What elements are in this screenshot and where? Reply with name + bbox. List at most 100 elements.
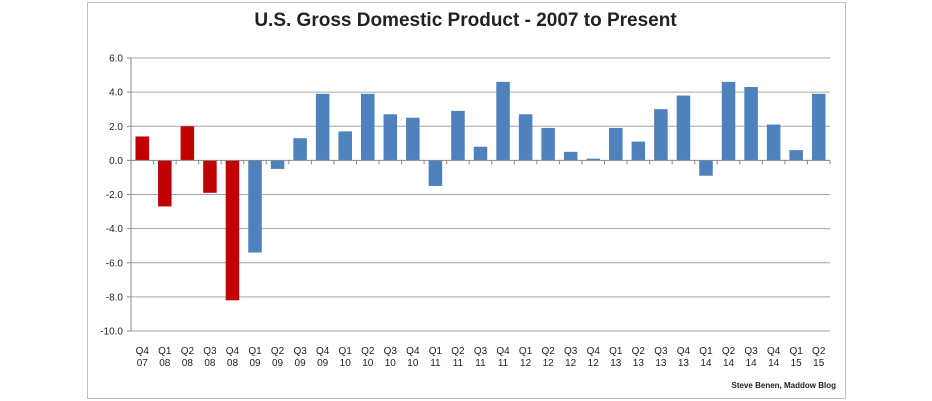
bar (609, 127, 623, 161)
bar (699, 160, 713, 176)
bar (383, 114, 398, 161)
x-tick-label: Q3 (654, 346, 668, 357)
x-tick-label: 09 (317, 358, 329, 369)
x-tick-label: 14 (700, 358, 712, 369)
x-tick-label: Q4 (767, 346, 781, 357)
x-tick-label: Q2 (271, 346, 285, 357)
y-tick-label: -6.0 (106, 258, 124, 269)
x-tick-label: Q1 (248, 346, 262, 357)
bar (766, 124, 781, 161)
bar (451, 110, 465, 161)
bar (563, 151, 578, 161)
x-tick-label: 15 (791, 358, 803, 369)
x-tick-label: 07 (137, 358, 149, 369)
bar (248, 160, 262, 253)
bar (811, 93, 826, 161)
bar (135, 136, 150, 161)
chart-credit: Steve Benen, Maddow Blog (731, 381, 836, 390)
x-tick-label: 09 (295, 358, 307, 369)
x-tick-label: 11 (475, 358, 486, 369)
x-tick-label: Q1 (699, 346, 713, 357)
x-tick-label: Q2 (812, 346, 826, 357)
x-tick-label: 08 (182, 358, 194, 369)
x-tick-label: Q4 (677, 346, 691, 357)
x-tick-label: Q3 (744, 346, 758, 357)
x-tick-label: Q4 (587, 346, 601, 357)
x-tick-label: 14 (768, 358, 780, 369)
x-tick-label: Q1 (519, 346, 533, 357)
x-tick-label: Q2 (541, 346, 555, 357)
x-tick-label: Q2 (181, 346, 195, 357)
x-tick-label: Q2 (451, 346, 465, 357)
x-tick-label: Q3 (293, 346, 307, 357)
y-tick-label: -4.0 (106, 224, 124, 235)
x-tick-label: Q1 (790, 346, 804, 357)
x-tick-label: Q1 (339, 346, 353, 357)
bar (473, 146, 488, 161)
bar (225, 160, 240, 301)
bar (315, 93, 330, 161)
x-tick-label: Q4 (316, 346, 330, 357)
bar (406, 117, 420, 161)
x-tick-label: 12 (588, 358, 600, 369)
bar (631, 141, 646, 161)
chart-title: U.S. Gross Domestic Product - 2007 to Pr… (254, 10, 677, 31)
x-tick-label: Q1 (429, 346, 443, 357)
y-tick-label: 4.0 (109, 88, 123, 99)
y-tick-label: 2.0 (109, 122, 123, 133)
x-tick-label: Q3 (564, 346, 578, 357)
bar (180, 126, 195, 161)
x-tick-label: 11 (453, 358, 464, 369)
x-tick-label: 14 (723, 358, 735, 369)
x-tick-label: Q3 (203, 346, 217, 357)
bar (496, 81, 510, 161)
x-tick-label: 10 (407, 358, 419, 369)
y-tick-label: -10.0 (100, 327, 123, 338)
bar (586, 158, 601, 161)
y-tick-label: -8.0 (106, 292, 124, 303)
bar (158, 160, 172, 207)
x-tick-label: 08 (227, 358, 239, 369)
bar (360, 93, 375, 161)
x-tick-label: 10 (362, 358, 374, 369)
bar (203, 160, 217, 193)
x-tick-label: 08 (204, 358, 216, 369)
x-tick-label: 12 (520, 358, 532, 369)
bar (541, 127, 555, 161)
x-tick-label: Q4 (136, 346, 150, 357)
x-tick-label: Q2 (361, 346, 375, 357)
bar (721, 81, 736, 161)
x-tick-label: 10 (340, 358, 352, 369)
x-tick-label: 11 (430, 358, 441, 369)
bar (270, 160, 285, 169)
x-tick-label: 08 (159, 358, 171, 369)
bar (789, 150, 803, 161)
chart-frame (87, 2, 846, 399)
x-tick-label: 09 (249, 358, 261, 369)
y-tick-label: 6.0 (109, 54, 123, 65)
x-tick-label: 11 (498, 358, 509, 369)
bar (293, 138, 307, 161)
x-tick-label: 10 (385, 358, 397, 369)
x-tick-label: Q4 (496, 346, 510, 357)
bar (654, 109, 668, 161)
x-tick-label: Q3 (384, 346, 398, 357)
x-tick-label: Q3 (474, 346, 488, 357)
x-tick-label: 13 (655, 358, 667, 369)
x-tick-label: 13 (633, 358, 645, 369)
x-tick-label: 13 (678, 358, 690, 369)
y-tick-label: -2.0 (106, 190, 124, 201)
bar (744, 87, 758, 161)
bar (676, 95, 691, 161)
x-tick-label: Q1 (158, 346, 172, 357)
x-tick-label: 14 (746, 358, 758, 369)
bar (518, 114, 533, 161)
bar (338, 131, 352, 161)
x-tick-label: Q4 (226, 346, 240, 357)
y-tick-label: 0.0 (109, 156, 123, 167)
x-tick-label: Q1 (609, 346, 623, 357)
x-tick-label: 13 (610, 358, 622, 369)
x-tick-label: 12 (543, 358, 555, 369)
bar (428, 160, 443, 186)
